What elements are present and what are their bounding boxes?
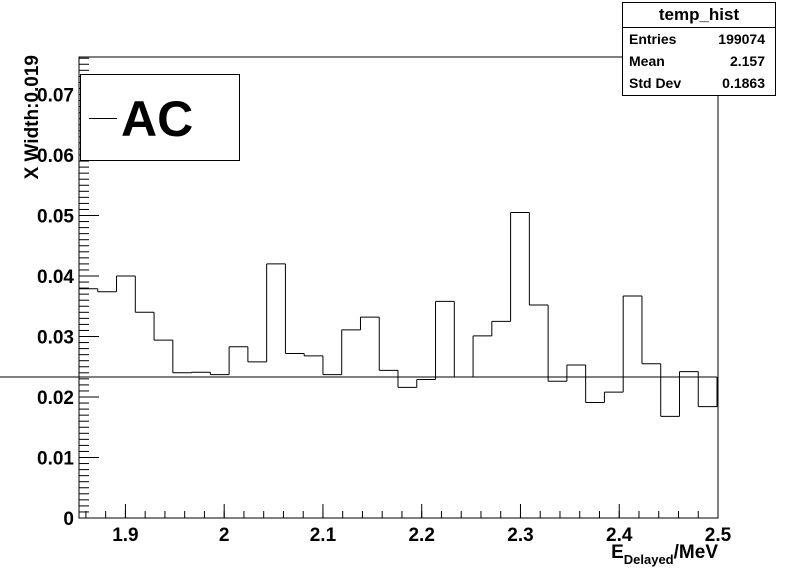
- stats-title: temp_hist: [623, 3, 775, 28]
- y-axis-label: X Width:0.019: [22, 55, 43, 179]
- stats-value: 2.157: [729, 53, 765, 69]
- x-tick-label: 2.2: [408, 525, 434, 546]
- stats-label: Std Dev: [629, 75, 682, 91]
- x-tick-label: 2.3: [507, 525, 533, 546]
- y-tick-label: 0.03: [37, 328, 74, 349]
- x-tick-label: 2.5: [705, 525, 732, 546]
- x-tick-label: 1.9: [112, 525, 138, 546]
- legend-line-marker: [89, 118, 117, 119]
- stats-row-mean: Mean 2.157: [623, 50, 775, 72]
- y-tick-label: 0.06: [37, 146, 74, 167]
- y-tick-label: 0.04: [37, 267, 74, 288]
- stats-row-entries: Entries 199074: [623, 28, 775, 50]
- y-tick-label: 0.01: [37, 449, 74, 470]
- y-tick-label: 0.02: [37, 388, 74, 409]
- stats-value: 0.1863: [722, 75, 765, 91]
- x-axis-label: EDelayed/MeV: [611, 542, 718, 567]
- x-tick-label: 2: [219, 525, 230, 546]
- y-tick-label: 0.05: [37, 207, 74, 228]
- stats-value: 199074: [718, 31, 765, 47]
- x-tick-label: 2.4: [606, 525, 633, 546]
- x-tick-label: 2.1: [310, 525, 337, 546]
- plot-frame: [78, 56, 719, 519]
- legend-box: AC: [80, 74, 240, 161]
- y-tick-label: 0.07: [37, 86, 74, 107]
- stats-box: temp_hist Entries 199074 Mean 2.157 Std …: [622, 2, 776, 96]
- y-tick-label: 0: [63, 509, 74, 530]
- stats-row-stddev: Std Dev 0.1863: [623, 72, 775, 94]
- stats-label: Entries: [629, 31, 677, 47]
- legend-label: AC: [121, 91, 194, 147]
- stats-label: Mean: [629, 53, 665, 69]
